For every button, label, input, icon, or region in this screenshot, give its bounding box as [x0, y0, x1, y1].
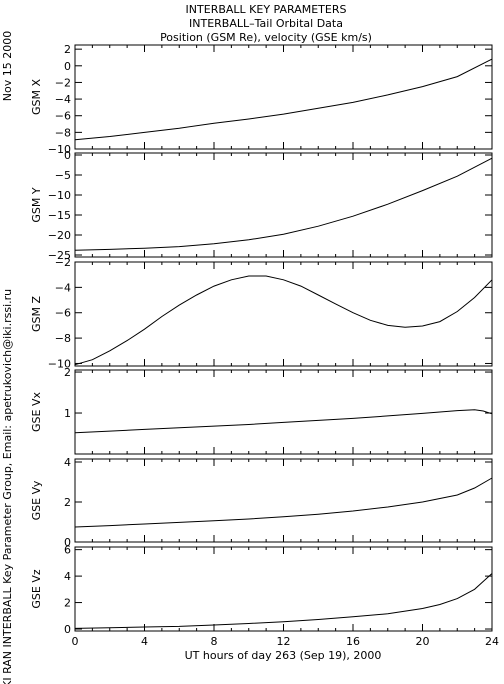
- panel-frame: [74, 261, 493, 367]
- chart-units-caption: Position (GSM Re), velocity (GSE km/s): [160, 31, 372, 44]
- y-tick-label: −5: [55, 169, 71, 182]
- series-line: [74, 275, 493, 366]
- x-tick-label: 24: [485, 635, 499, 648]
- y-axis-label: GSE Vz: [30, 569, 43, 608]
- panel-6: 6 4 2 0 GSE Vz: [30, 544, 493, 636]
- y-tick-label: 2: [64, 366, 71, 379]
- y-tick-label: −6: [55, 307, 71, 320]
- panel-frame: [74, 546, 493, 632]
- y-tick-label: −20: [48, 229, 71, 242]
- y-axis-label: GSE Vy: [30, 480, 43, 520]
- y-tick-label: −10: [48, 189, 71, 202]
- credit-line: IKI RAN INTERBALL Key Parameter Group, E…: [1, 289, 14, 684]
- y-tick-label: −4: [55, 93, 71, 106]
- x-tick-label: 16: [346, 635, 360, 648]
- y-axis-label: GSM Y: [30, 187, 43, 222]
- y-tick-label: −10: [48, 143, 71, 156]
- series-line: [74, 58, 493, 141]
- y-tick-label: 0: [64, 536, 71, 549]
- y-tick-label: 0: [64, 149, 71, 162]
- y-axis-label: GSE Vx: [30, 392, 43, 432]
- y-axis-label: GSM X: [30, 79, 43, 115]
- panel-4: 2 1 GSE Vx: [30, 366, 493, 455]
- panel-1: 2 0 −2 −4 −6 −8 −10 GSM X: [30, 43, 493, 156]
- series-line: [74, 477, 493, 528]
- chart-subtitle: INTERBALL–Tail Orbital Data: [189, 17, 343, 30]
- panel-3: −2 −4 −6 −8 −10 GSM Z: [30, 256, 493, 370]
- x-axis-label: UT hours of day 263 (Sep 19), 2000: [185, 649, 382, 662]
- series-line: [74, 573, 493, 629]
- y-tick-label: −8: [55, 126, 71, 139]
- y-tick-label: 6: [64, 544, 71, 557]
- y-tick-label: 4: [64, 570, 71, 583]
- y-tick-label: 1: [64, 407, 71, 420]
- y-tick-label: −4: [55, 281, 71, 294]
- series-line: [74, 157, 493, 251]
- y-tick-label: 2: [64, 43, 71, 56]
- x-tick-label: 0: [72, 635, 79, 648]
- panel-frame: [74, 152, 493, 258]
- y-tick-label: 4: [64, 456, 71, 469]
- y-tick-label: −6: [55, 110, 71, 123]
- y-tick-label: −8: [55, 332, 71, 345]
- y-tick-label: 0: [64, 623, 71, 636]
- x-tick-label: 4: [141, 635, 148, 648]
- x-tick-label: 8: [211, 635, 218, 648]
- y-tick-label: −2: [55, 76, 71, 89]
- y-tick-label: −15: [48, 209, 71, 222]
- x-tick-label: 12: [277, 635, 291, 648]
- y-tick-label: 2: [64, 597, 71, 610]
- panel-frame: [74, 369, 493, 455]
- x-tick-label: 20: [416, 635, 430, 648]
- y-tick-label: −2: [55, 256, 71, 269]
- chart-title: INTERBALL KEY PARAMETERS: [186, 3, 347, 16]
- y-tick-label: 2: [64, 496, 71, 509]
- panel-5: 4 2 0 GSE Vy: [30, 456, 493, 549]
- y-tick-label: −10: [48, 357, 71, 370]
- y-tick-label: −25: [48, 249, 71, 262]
- generation-date: Nov 15 2000: [1, 31, 14, 101]
- series-line: [74, 409, 493, 434]
- y-tick-label: 0: [64, 60, 71, 73]
- panel-2: 0 −5 −10 −15 −20 −25 GSM Y: [30, 149, 493, 262]
- y-axis-label: GSM Z: [30, 296, 43, 332]
